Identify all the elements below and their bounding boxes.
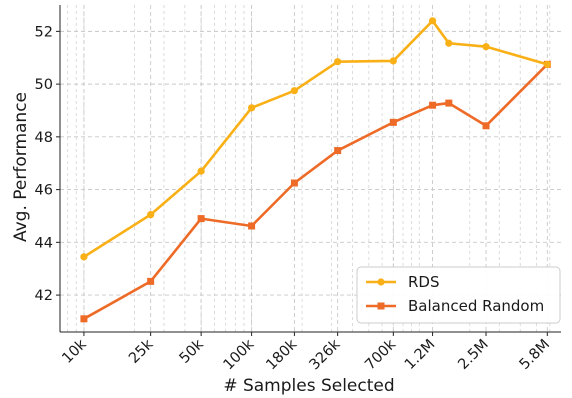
legend-balanced-random-label: Balanced Random	[408, 297, 544, 315]
data-point-balanced-random	[389, 118, 397, 126]
data-point-rds	[80, 253, 88, 261]
series-line-rds	[82, 19, 549, 259]
data-point-balanced-random	[197, 215, 205, 223]
legend-rds-label: RDS	[408, 273, 440, 291]
x-tick-label: 1.2M	[402, 337, 438, 373]
y-tick-label: 52	[35, 24, 53, 40]
data-point-rds	[334, 58, 342, 66]
x-tick-label: 180k	[263, 336, 300, 373]
y-tick-label: 44	[35, 235, 53, 251]
data-point-balanced-random	[482, 122, 490, 130]
data-point-rds	[428, 17, 437, 25]
data-point-balanced-random	[147, 277, 155, 285]
x-tick-label: 100k	[221, 336, 258, 373]
series-group	[80, 17, 551, 323]
data-point-balanced-random	[445, 99, 453, 107]
data-point-rds	[147, 211, 155, 219]
legend: RDS Balanced Random	[356, 266, 561, 324]
legend-balanced-random-marker	[377, 302, 385, 310]
axes-frame	[59, 5, 561, 333]
data-point-rds	[389, 57, 397, 65]
data-point-balanced-random	[334, 147, 342, 155]
data-point-balanced-random	[80, 315, 88, 323]
y-tick-label: 46	[35, 183, 53, 199]
x-tick-label: 50k	[177, 336, 208, 367]
x-tick-label: 5.8M	[517, 337, 553, 373]
data-point-rds	[482, 43, 490, 51]
x-tick-label: 326k	[307, 336, 344, 373]
legend-box	[356, 266, 561, 324]
data-point-balanced-random	[429, 101, 437, 109]
data-point-rds	[248, 104, 256, 112]
x-tick-label: 2.5M	[455, 337, 491, 373]
x-tick-label: 700k	[362, 336, 399, 373]
legend-rds-marker	[377, 278, 385, 286]
x-axis-label: # Samples Selected	[223, 376, 394, 396]
data-point-balanced-random	[290, 179, 298, 187]
x-tick-label: 10k	[59, 336, 90, 367]
y-tick-label: 48	[35, 130, 53, 146]
data-point-balanced-random	[248, 222, 256, 230]
data-point-rds	[197, 167, 205, 175]
y-tick-label: 50	[35, 77, 53, 93]
data-point-rds	[290, 87, 299, 95]
y-tick-label: 42	[35, 288, 53, 304]
x-tick-label: 25k	[126, 336, 157, 367]
data-point-rds	[445, 39, 453, 47]
data-point-rds	[543, 60, 551, 68]
y-axis-label: Avg. Performance	[11, 92, 31, 242]
